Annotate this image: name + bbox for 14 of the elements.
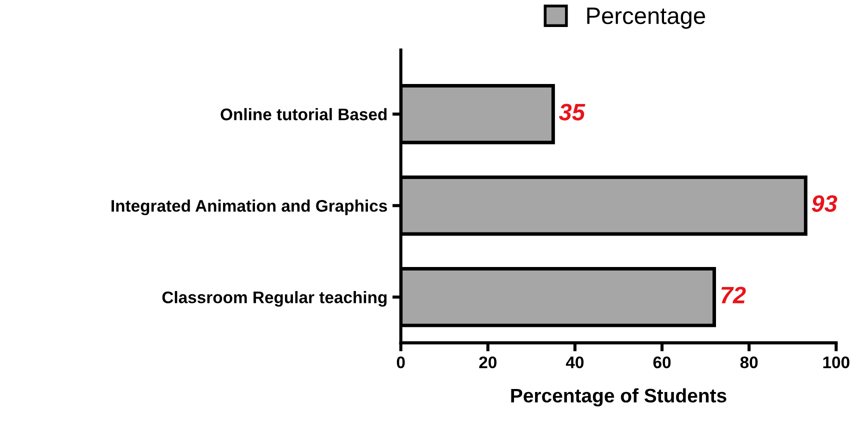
y-tick-label: Online tutorial Based (220, 108, 387, 120)
x-tick-label: 0 (396, 356, 405, 368)
x-tick-label: 60 (653, 356, 671, 368)
x-tick-label: 40 (566, 356, 584, 368)
legend-label: Percentage (587, 8, 706, 29)
data-label: 72 (721, 286, 746, 304)
data-label: 93 (812, 195, 838, 212)
x-axis-title: Percentage of Students (511, 388, 726, 406)
y-tick-label: Integrated Animation and Graphics (112, 200, 387, 216)
x-tick-label: 80 (740, 356, 758, 368)
data-label: 35 (558, 104, 586, 120)
x-tick-label: 100 (823, 356, 850, 368)
y-tick-label: Classroom Regular teaching (162, 291, 387, 307)
x-tick-label: 20 (479, 356, 496, 368)
